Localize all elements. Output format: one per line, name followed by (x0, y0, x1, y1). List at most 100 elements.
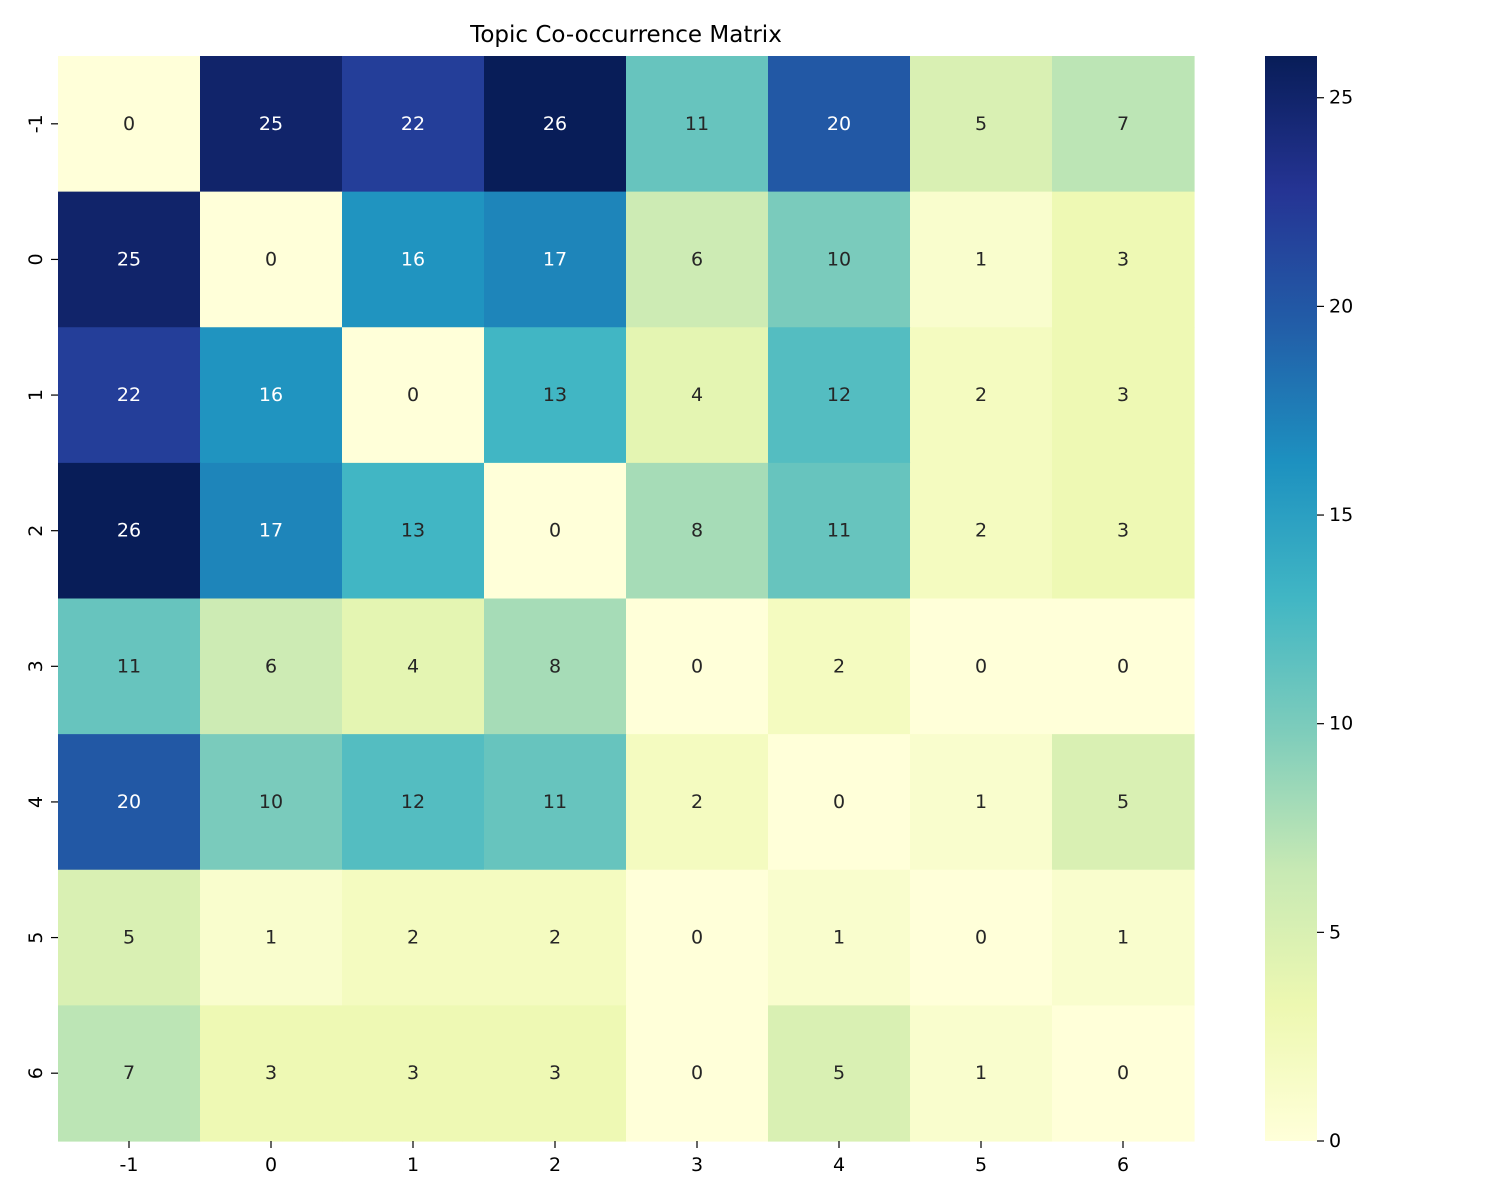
cell-value-label: 26 (117, 520, 141, 542)
cell-value-label: 0 (691, 655, 703, 677)
heatmap-cell-2-5 (910, 462, 1053, 600)
cell-value-label: 20 (827, 113, 851, 135)
cell-value-label: 17 (543, 248, 567, 270)
cell-value-label: 10 (259, 791, 283, 813)
x-tick-label: 6 (1117, 1154, 1129, 1176)
cell-value-label: 5 (1117, 791, 1129, 813)
heatmap-cell-2-0 (200, 462, 343, 600)
cell-value-label: 26 (543, 113, 567, 135)
cell-value-label: 2 (975, 520, 987, 542)
cell-value-label: 0 (1117, 655, 1129, 677)
cell-value-label: 5 (123, 927, 135, 949)
x-tick-label: 2 (549, 1154, 561, 1176)
cell-value-label: 11 (117, 655, 141, 677)
chart-title: Topic Co-occurrence Matrix (469, 22, 782, 48)
cell-value-label: 7 (1117, 113, 1129, 135)
heatmap-cell--1-6 (1052, 56, 1195, 193)
heatmap-cell-6-2 (484, 1005, 627, 1142)
cell-value-label: 4 (407, 655, 419, 677)
colorbar-gradient (1265, 56, 1317, 1141)
heatmap-cell-0-0 (200, 191, 343, 328)
heatmap-cell-4-6 (1052, 734, 1195, 871)
y-tick-label: -1 (25, 114, 47, 133)
heatmap-cell-2--1 (58, 462, 201, 600)
cell-value-label: 1 (975, 1062, 987, 1084)
cell-value-label: 16 (259, 384, 283, 406)
colorbar-tick-label: 5 (1329, 921, 1341, 943)
heatmap-cell-5--1 (58, 869, 201, 1006)
heatmap-cell-0-3 (626, 191, 769, 328)
heatmap-cell-2-4 (768, 462, 911, 600)
heatmap-cell-5-0 (200, 869, 343, 1006)
cell-value-label: 20 (117, 791, 141, 813)
colorbar-ticks: 0 5 10 15 20 25 (1317, 87, 1353, 1152)
cell-value-label: 3 (1117, 520, 1129, 542)
heatmap-cell-0-6 (1052, 191, 1195, 328)
cell-value-label: 3 (407, 1062, 419, 1084)
heatmap-cell-1-2 (484, 327, 627, 464)
cell-value-label: 0 (1117, 1062, 1129, 1084)
heatmap-cell-6-4 (768, 1005, 911, 1142)
cell-value-label: 0 (975, 927, 987, 949)
heatmap-cell-1-3 (626, 327, 769, 464)
heatmap-cell-4-4 (768, 734, 911, 871)
heatmap-cell-1-4 (768, 327, 911, 464)
colorbar: 0 5 10 15 20 25 (1265, 56, 1353, 1152)
heatmap-cell-6-3 (626, 1005, 769, 1142)
cell-value-label: 13 (543, 384, 567, 406)
heatmap-cell--1-4 (768, 56, 911, 193)
heatmap-cell-5-5 (910, 869, 1053, 1006)
cell-value-label: 11 (685, 113, 709, 135)
cell-value-label: 6 (691, 248, 703, 270)
heatmap-cell-6-0 (200, 1005, 343, 1142)
x-tick-label: 5 (975, 1154, 987, 1176)
heatmap-cell-3-2 (484, 598, 627, 735)
x-tick-label: 0 (265, 1154, 277, 1176)
heatmap-cell-0-1 (342, 191, 485, 328)
heatmap-cell--1--1 (58, 56, 201, 193)
colorbar-tick-label: 10 (1329, 713, 1353, 735)
cell-value-label: 12 (827, 384, 851, 406)
y-tick-label: 3 (25, 660, 47, 672)
x-tick-label: 3 (691, 1154, 703, 1176)
heatmap-cell-1-1 (342, 327, 485, 464)
y-tick-label: 2 (25, 525, 47, 537)
cell-value-label: 1 (265, 927, 277, 949)
heatmap-cell--1-3 (626, 56, 769, 193)
cell-value-label: 0 (407, 384, 419, 406)
heatmap-cell-0-2 (484, 191, 627, 328)
heatmap-cell-0--1 (58, 191, 201, 328)
x-tick-label: 4 (833, 1154, 845, 1176)
cell-value-label: 0 (833, 791, 845, 813)
cell-value-label: 4 (691, 384, 703, 406)
cell-value-label: 0 (123, 113, 135, 135)
heatmap-cell-1-6 (1052, 327, 1195, 464)
heatmap-cell-0-5 (910, 191, 1053, 328)
colorbar-tick-label: 0 (1329, 1130, 1341, 1152)
heatmap-cell-4-0 (200, 734, 343, 871)
heatmap-cell-3-1 (342, 598, 485, 735)
heatmap-cell-1--1 (58, 327, 201, 464)
cell-value-label: 0 (691, 1062, 703, 1084)
cell-value-label: 2 (833, 655, 845, 677)
cell-value-label: 0 (975, 655, 987, 677)
cell-value-label: 8 (549, 655, 561, 677)
colorbar-tick-label: 15 (1329, 504, 1353, 526)
heatmap-cell-1-0 (200, 327, 343, 464)
heatmap-cell-6-1 (342, 1005, 485, 1142)
colorbar-tick-label: 20 (1329, 295, 1353, 317)
heatmap-cell-3-4 (768, 598, 911, 735)
cell-value-label: 12 (401, 791, 425, 813)
cell-value-label: 5 (833, 1062, 845, 1084)
heatmap-cells (58, 56, 1195, 1142)
heatmap-cell-4-2 (484, 734, 627, 871)
cell-value-label: 0 (265, 248, 277, 270)
heatmap-cell--1-0 (200, 56, 343, 193)
heatmap-cell-3-6 (1052, 598, 1195, 735)
heatmap-cell--1-1 (342, 56, 485, 193)
heatmap-cell-3-3 (626, 598, 769, 735)
y-tick-label: 1 (25, 389, 47, 401)
cell-value-label: 25 (117, 248, 141, 270)
heatmap-cell-4-3 (626, 734, 769, 871)
